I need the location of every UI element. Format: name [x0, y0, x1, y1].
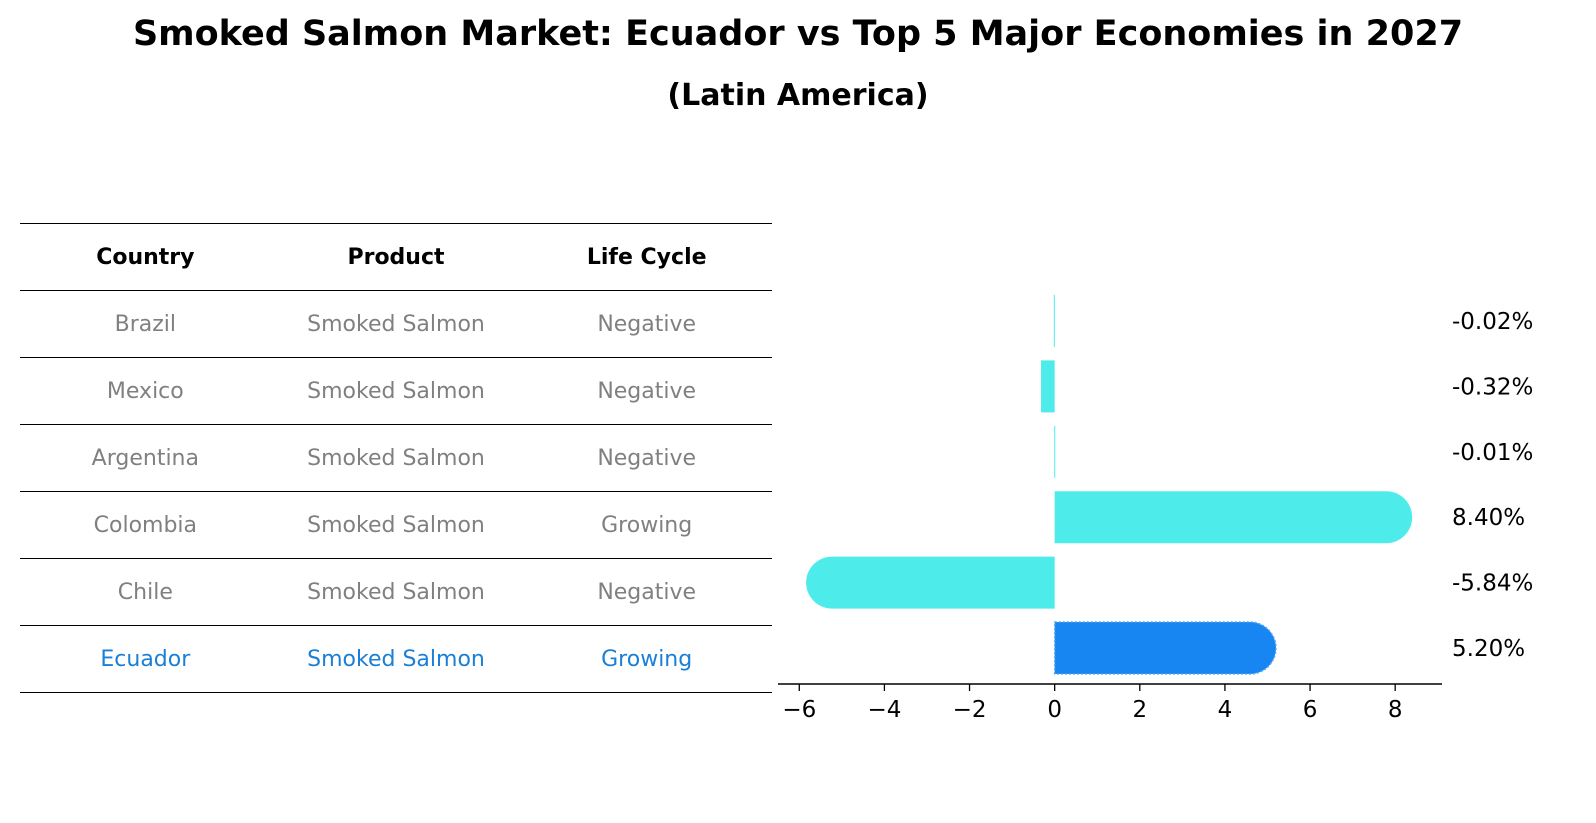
bar-value-label: 5.20%: [1452, 636, 1525, 662]
bar-value-label: -0.01%: [1452, 440, 1533, 466]
cell-life-cycle: Negative: [597, 445, 697, 471]
bar-colombia: [1054, 491, 1413, 544]
cell-country: Argentina: [91, 445, 199, 471]
header-life-cycle: Life Cycle: [586, 244, 707, 270]
x-tick-label: 8: [1388, 697, 1403, 723]
x-tick-label: 4: [1218, 697, 1233, 723]
table-header-row: Country Product Life Cycle: [20, 223, 772, 291]
data-table: Country Product Life Cycle Brazil Smoked …: [20, 223, 772, 693]
table-row: Brazil Smoked Salmon Negative: [20, 291, 772, 358]
cell-product: Smoked Salmon: [307, 378, 485, 404]
bar-value-label: 8.40%: [1452, 505, 1525, 531]
table-row: Colombia Smoked Salmon Growing: [20, 492, 772, 559]
bar-mexico: [1041, 360, 1055, 413]
table-row: Chile Smoked Salmon Negative: [20, 559, 772, 626]
chart-title: Smoked Salmon Market: Ecuador vs Top 5 M…: [132, 14, 1464, 54]
cell-product: Smoked Salmon: [307, 311, 485, 337]
header-product: Product: [347, 244, 445, 270]
cell-country: Mexico: [106, 378, 184, 404]
table-row: Mexico Smoked Salmon Negative: [20, 358, 772, 425]
table-row: Argentina Smoked Salmon Negative: [20, 425, 772, 492]
x-tick-label: −2: [953, 697, 987, 723]
cell-country: Brazil: [114, 311, 177, 337]
cell-country: Colombia: [93, 512, 198, 538]
cell-country: Chile: [117, 579, 173, 605]
cell-product: Smoked Salmon: [307, 445, 485, 471]
bar-highlight-outline: [1053, 621, 1277, 675]
cell-country: Ecuador: [100, 646, 191, 672]
x-tick-label: −6: [782, 697, 816, 723]
cell-life-cycle: Negative: [597, 311, 697, 337]
cell-product: Smoked Salmon: [307, 579, 485, 605]
cell-life-cycle: Negative: [597, 378, 697, 404]
x-tick-label: −4: [867, 697, 901, 723]
cell-life-cycle: Growing: [601, 646, 693, 672]
bar-brazil: [1053, 295, 1055, 347]
table-row: Ecuador Smoked Salmon Growing: [20, 626, 772, 693]
cell-product: Smoked Salmon: [307, 646, 485, 672]
x-tick-label: 2: [1132, 697, 1147, 723]
cell-product: Smoked Salmon: [307, 512, 485, 538]
bar-value-label: -0.02%: [1452, 309, 1533, 335]
bar-chile: [806, 556, 1055, 609]
header-country: Country: [96, 244, 195, 270]
cell-life-cycle: Negative: [597, 579, 697, 605]
chart-subtitle: (Latin America): [667, 78, 929, 113]
bar-argentina: [1054, 425, 1056, 478]
x-tick-label: 0: [1047, 697, 1062, 723]
bar-ecuador: [1054, 622, 1276, 674]
bar-value-label: -5.84%: [1452, 571, 1533, 597]
x-tick-label: 6: [1303, 697, 1318, 723]
cell-life-cycle: Growing: [601, 512, 693, 538]
bar-value-label: -0.32%: [1452, 374, 1533, 400]
